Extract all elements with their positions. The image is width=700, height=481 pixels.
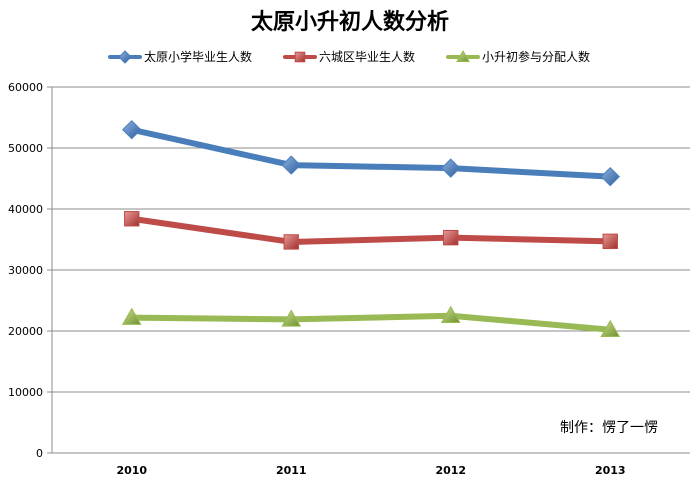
data-point-3 [121, 307, 142, 325]
x-tick-label: 2011 [276, 464, 307, 477]
legend-marker-2 [294, 51, 306, 63]
data-point-1 [281, 155, 301, 175]
x-tick-label: 2013 [595, 464, 626, 477]
data-point-2 [124, 211, 140, 227]
series-group [121, 119, 621, 338]
y-tick-label: 40000 [8, 203, 43, 216]
data-point-2 [443, 229, 459, 246]
series-line-3 [128, 312, 614, 333]
y-tick-label: 60000 [8, 81, 43, 94]
y-tick-label: 50000 [8, 142, 43, 155]
x-tick-label: 2012 [435, 464, 466, 477]
chart-title: 太原小升初人数分析 [251, 9, 449, 35]
legend-marker-3 [456, 49, 470, 62]
credit-annotation: 制作：愣了一愣 [560, 420, 658, 436]
x-tick-label: 2010 [116, 464, 147, 477]
series-line-1 [128, 126, 614, 180]
data-point-1 [441, 158, 461, 178]
series-line-2 [128, 215, 614, 245]
data-point-3 [600, 319, 621, 338]
y-tick-label: 10000 [8, 386, 43, 399]
data-point-2 [602, 233, 618, 250]
legend-label-3: 小升初参与分配人数 [482, 49, 590, 64]
data-point-3 [440, 305, 461, 323]
grid [52, 86, 690, 393]
legend-label-2: 六城区毕业生人数 [319, 49, 415, 64]
legend: 太原小学毕业生人数 六城区毕业生人数 小升初参与分配人数 [108, 49, 590, 64]
axes: 0 10000 20000 30000 40000 50000 60000 2010 2011 2… [8, 81, 690, 477]
data-point-1 [122, 119, 142, 140]
y-tick-label: 20000 [8, 325, 43, 338]
y-tick-label: 30000 [8, 264, 43, 277]
legend-label-1: 太原小学毕业生人数 [144, 49, 252, 64]
y-tick-label: 0 [36, 447, 43, 460]
data-point-3 [281, 309, 302, 327]
data-point-1 [600, 166, 620, 187]
legend-marker-1 [118, 50, 132, 64]
data-point-2 [283, 234, 299, 250]
